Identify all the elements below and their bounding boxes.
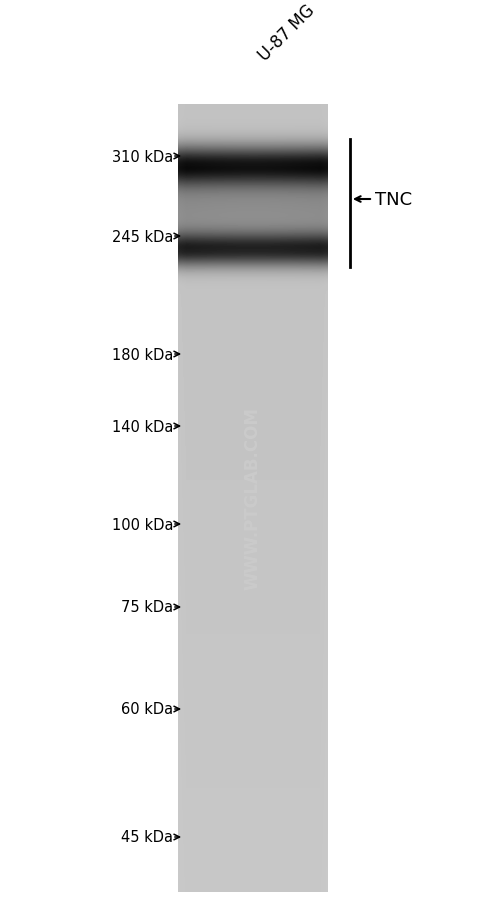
Text: 245 kDa: 245 kDa xyxy=(112,229,173,244)
Text: U-87 MG: U-87 MG xyxy=(255,2,318,65)
Text: 310 kDa: 310 kDa xyxy=(112,150,173,164)
Text: 60 kDa: 60 kDa xyxy=(121,702,173,717)
Text: TNC: TNC xyxy=(375,191,412,208)
Text: 100 kDa: 100 kDa xyxy=(112,517,173,532)
Text: 45 kDa: 45 kDa xyxy=(121,830,173,844)
Text: 140 kDa: 140 kDa xyxy=(112,419,173,434)
Text: 180 kDa: 180 kDa xyxy=(112,347,173,362)
Text: WWW.PTGLAB.COM: WWW.PTGLAB.COM xyxy=(244,407,262,590)
Text: 75 kDa: 75 kDa xyxy=(121,600,173,615)
